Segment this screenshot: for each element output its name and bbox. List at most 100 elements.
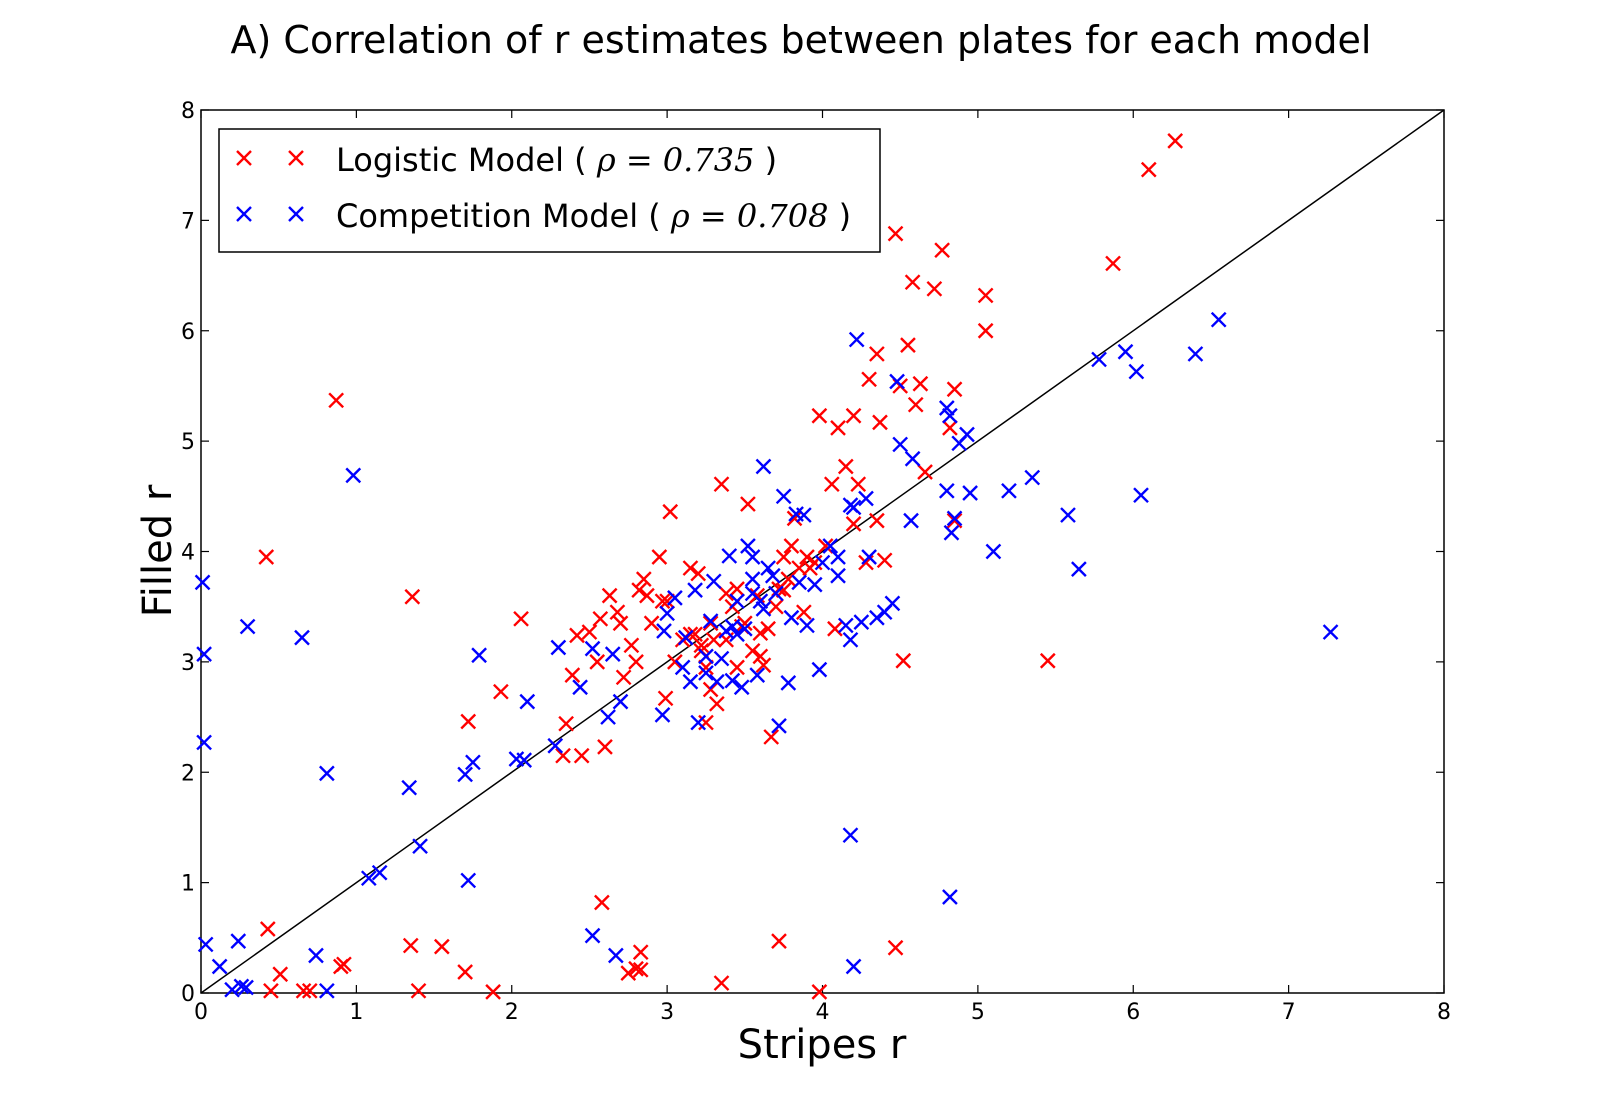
data-point [884, 595, 901, 612]
data-point [755, 458, 772, 475]
data-point [589, 654, 606, 670]
data-point [238, 979, 254, 996]
legend-marker-x [236, 206, 252, 222]
data-point [823, 476, 840, 493]
y-tick-label: 7 [181, 209, 195, 234]
data-point [977, 287, 994, 304]
data-point [1071, 561, 1087, 578]
data-point [211, 958, 228, 975]
data-point [608, 947, 624, 964]
data-point [628, 654, 644, 670]
data-point [471, 647, 487, 664]
x-tick-label: 8 [1437, 1000, 1451, 1025]
data-point [872, 414, 888, 431]
data-point [733, 679, 750, 696]
data-point [827, 620, 843, 637]
data-point [690, 565, 707, 582]
data-point [687, 626, 703, 643]
data-point [615, 669, 632, 686]
data-point [259, 921, 276, 937]
data-point [912, 375, 929, 392]
data-point [465, 754, 481, 771]
data-point [547, 737, 564, 754]
data-point [1167, 133, 1184, 149]
data-point [698, 665, 714, 681]
data-point [946, 381, 963, 398]
data-point [1133, 487, 1149, 504]
data-point [612, 615, 629, 632]
data-point [876, 552, 893, 569]
data-point [651, 549, 668, 565]
data-point [572, 679, 588, 696]
data-point [780, 571, 797, 587]
data-point [830, 567, 846, 584]
data-point [620, 965, 637, 981]
data-point [799, 617, 815, 634]
legend-label-competition: Competition Model ( ρ = 0.708 ) [336, 197, 851, 235]
data-point [604, 646, 621, 662]
data-point [639, 587, 655, 604]
x-tick-label: 0 [194, 1000, 208, 1025]
data-point [783, 609, 800, 626]
data-point [584, 927, 601, 944]
legend-entry-logistic: Logistic Model ( ρ = 0.735 ) [236, 141, 777, 179]
data-point [1322, 624, 1339, 640]
data-point [457, 766, 473, 783]
x-tick-label: 7 [1282, 1000, 1296, 1025]
y-tick-label: 8 [181, 99, 195, 124]
data-point [760, 620, 776, 637]
data-point [942, 420, 958, 436]
data-point [946, 512, 963, 529]
data-point [900, 337, 916, 353]
data-point [837, 617, 854, 634]
data-point [194, 574, 211, 591]
data-point [581, 624, 598, 640]
data-point [817, 538, 834, 554]
y-tick-label: 6 [181, 320, 195, 345]
y-tick-label: 5 [181, 430, 195, 455]
data-point [263, 982, 279, 999]
data-point [233, 978, 250, 995]
data-point [845, 516, 862, 532]
data-point [702, 615, 719, 632]
data-point [708, 673, 725, 690]
data-point [811, 661, 828, 678]
data-point [830, 420, 846, 436]
data-point [597, 739, 613, 755]
data-point [708, 695, 725, 712]
x-tick-label: 6 [1126, 1000, 1140, 1025]
data-point [718, 623, 735, 639]
data-point [799, 549, 815, 565]
data-point [690, 714, 707, 731]
data-point [780, 674, 797, 691]
data-point [1060, 507, 1076, 523]
data-point [892, 436, 909, 453]
data-point [713, 476, 730, 493]
series-logistic [258, 133, 1184, 1000]
data-point [584, 640, 601, 657]
data-point [1024, 469, 1041, 486]
data-point [1117, 343, 1134, 360]
data-point [724, 672, 741, 689]
data-point [272, 966, 289, 983]
x-tick-label: 4 [816, 1000, 830, 1025]
data-point [845, 499, 862, 516]
data-point [659, 605, 675, 622]
data-point [904, 274, 921, 291]
data-point [1187, 346, 1204, 362]
data-point [657, 690, 674, 707]
data-point [224, 981, 240, 998]
data-point [842, 827, 859, 844]
data-point [294, 629, 310, 646]
data-point [729, 626, 745, 643]
data-point [889, 373, 905, 390]
data-point [943, 524, 960, 541]
data-point [869, 609, 885, 626]
data-point [783, 538, 800, 554]
data-point [197, 936, 214, 953]
data-point [903, 512, 919, 529]
identity-line [200, 109, 1445, 994]
data-point [985, 543, 1002, 560]
data-point [796, 604, 812, 621]
